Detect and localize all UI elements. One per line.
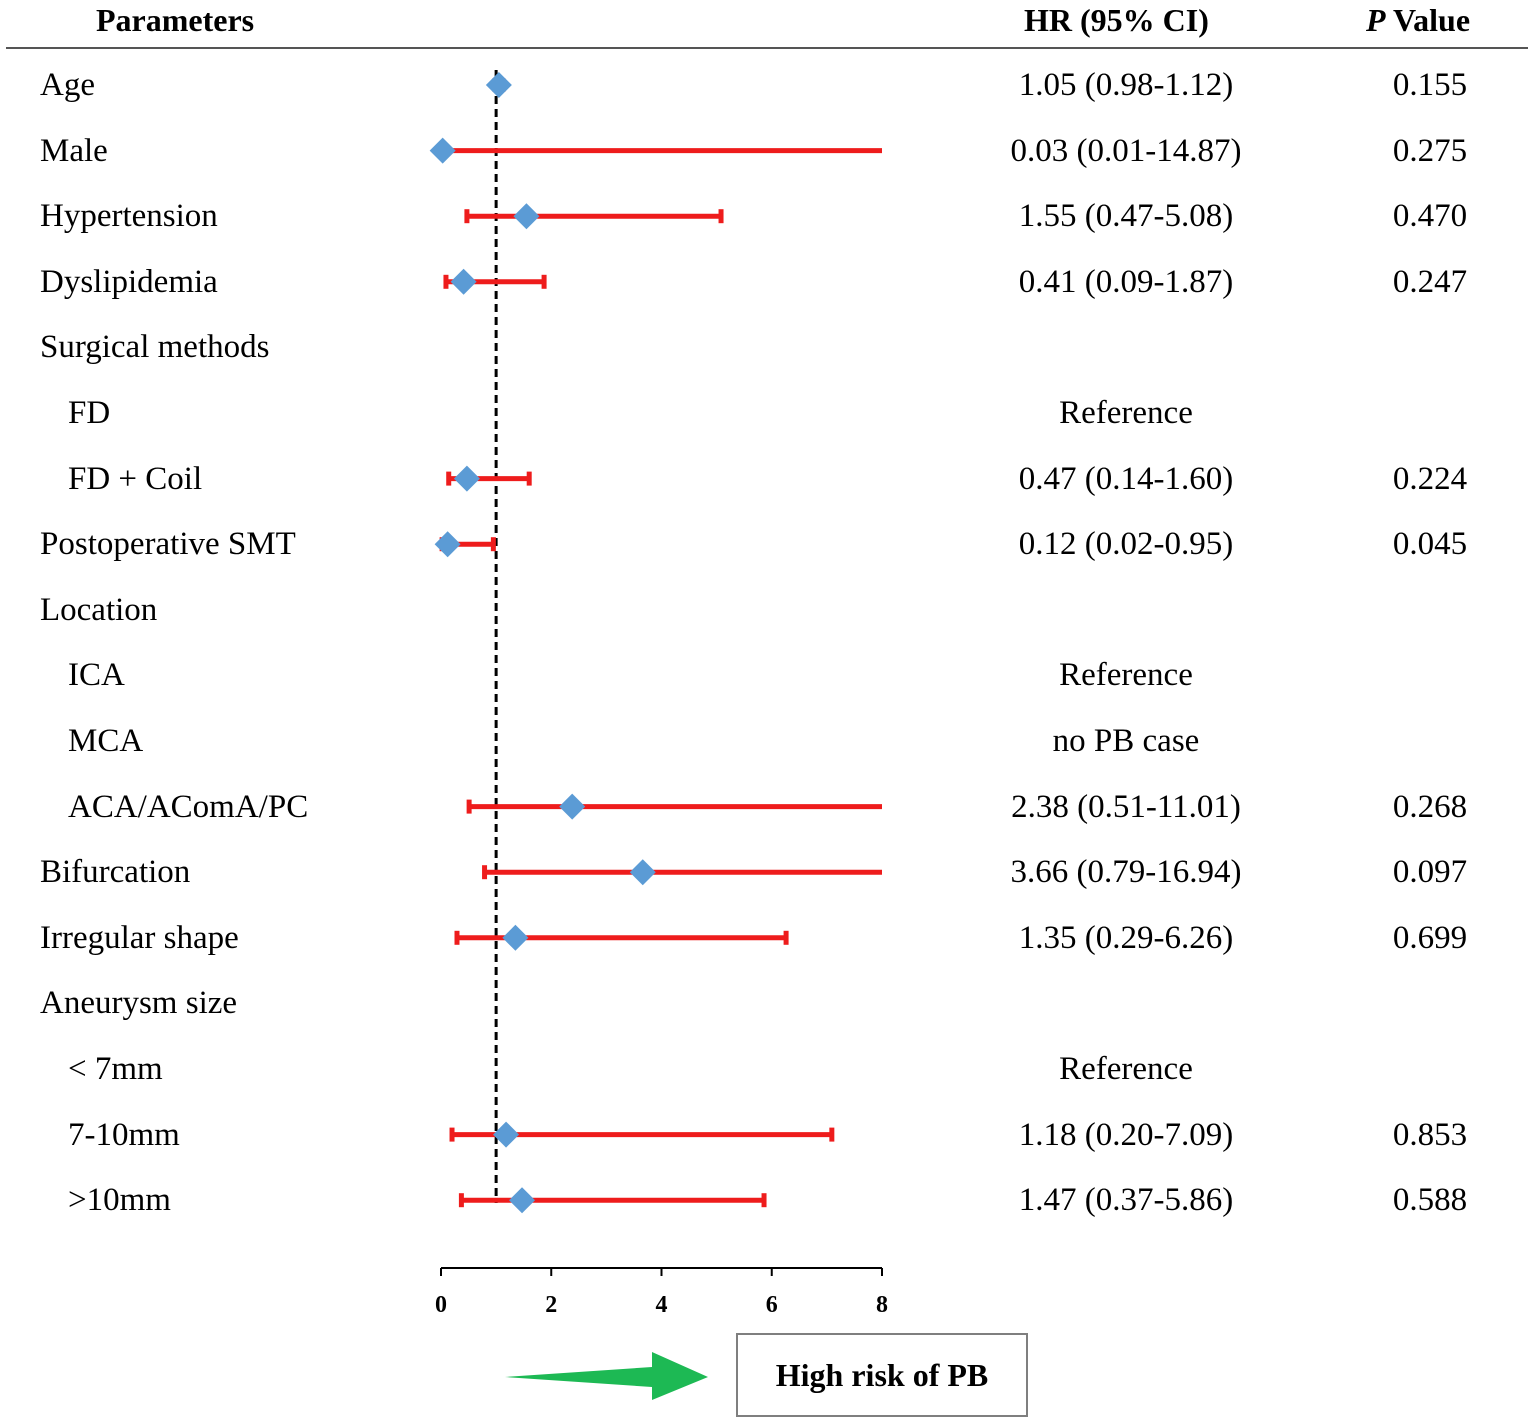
- row-label: Irregular shape: [40, 919, 239, 956]
- row-hr-ci: Reference: [1059, 1051, 1193, 1087]
- hr-diamond-marker: [453, 465, 480, 492]
- row-hr-ci: 1.35 (0.29-6.26): [1018, 919, 1234, 956]
- x-axis-tick-label: 6: [766, 1292, 778, 1318]
- hr-diamond-marker: [629, 859, 656, 886]
- row-p-value: 0.588: [1392, 1182, 1468, 1219]
- row-p-value: 0.699: [1392, 919, 1468, 956]
- row-hr-ci: Reference: [1059, 395, 1193, 431]
- row-hr-ci: 1.18 (0.20-7.09): [1018, 1116, 1234, 1153]
- row-hr-ci: 3.66 (0.79-16.94): [1010, 854, 1242, 891]
- row-label: Location: [40, 591, 158, 628]
- row-label: FD + Coil: [68, 460, 203, 497]
- row-hr-ci: Reference: [1059, 657, 1193, 694]
- hr-diamond-marker: [513, 203, 540, 230]
- row-p-value: 0.853: [1392, 1116, 1468, 1153]
- row-p-value: 0.247: [1392, 263, 1468, 300]
- row-hr-ci: 0.41 (0.09-1.87): [1018, 263, 1234, 300]
- row-hr-ci: 1.55 (0.47-5.08): [1018, 198, 1234, 235]
- row-hr-ci: 0.12 (0.02-0.95): [1018, 526, 1234, 563]
- row-hr-ci: no PB case: [1052, 723, 1200, 759]
- high-risk-label: High risk of PB: [775, 1356, 989, 1393]
- row-p-value: 0.224: [1392, 460, 1468, 497]
- hr-diamond-marker: [485, 72, 512, 98]
- hr-diamond-marker: [450, 268, 477, 295]
- p-value-header: P Value: [1366, 0, 1470, 40]
- x-axis-tick-label: 2: [545, 1292, 557, 1318]
- row-p-value: 0.045: [1392, 526, 1468, 563]
- high-risk-arrow: [505, 1352, 708, 1400]
- row-p-value: 0.275: [1392, 132, 1468, 169]
- row-label: MCA: [68, 723, 144, 759]
- row-label: FD: [68, 395, 111, 431]
- row-p-value: 0.470: [1392, 198, 1468, 235]
- row-label: Aneurysm size: [40, 985, 238, 1022]
- row-hr-ci: 0.47 (0.14-1.60): [1018, 460, 1234, 497]
- p-value-header-rest: Value: [1385, 2, 1471, 38]
- row-label: Age: [40, 67, 95, 103]
- row-hr-ci: 1.05 (0.98-1.12): [1018, 67, 1234, 103]
- x-axis-tick-label: 8: [876, 1292, 888, 1318]
- row-label: Postoperative SMT: [40, 526, 296, 563]
- hr-diamond-marker: [429, 137, 456, 164]
- hr-diamond-marker: [559, 793, 586, 820]
- hr-diamond-marker: [434, 531, 461, 558]
- hr-ci-header: HR (95% CI): [1024, 2, 1209, 38]
- row-hr-ci: 1.47 (0.37-5.86): [1018, 1182, 1234, 1219]
- row-label: >10mm: [68, 1182, 171, 1219]
- hr-diamond-marker: [502, 924, 529, 951]
- row-label: ACA/AComA/PC: [68, 788, 309, 825]
- row-p-value: 0.268: [1392, 788, 1468, 825]
- x-axis-tick-label: 0: [435, 1292, 447, 1318]
- hr-diamond-marker: [493, 1121, 520, 1148]
- row-label: Bifurcation: [40, 854, 191, 891]
- row-p-value: 0.097: [1392, 854, 1468, 891]
- parameters-header: Parameters: [96, 2, 255, 38]
- row-label: < 7mm: [68, 1051, 163, 1087]
- row-label: Male: [40, 132, 108, 169]
- row-label: Hypertension: [40, 198, 218, 235]
- header-rule: [6, 47, 1528, 49]
- row-label: 7-10mm: [68, 1116, 180, 1153]
- row-label: Surgical methods: [40, 329, 270, 366]
- hr-diamond-marker: [509, 1187, 536, 1214]
- row-hr-ci: 2.38 (0.51-11.01): [1011, 788, 1241, 825]
- x-axis-tick-label: 4: [656, 1292, 668, 1318]
- row-hr-ci: 0.03 (0.01-14.87): [1010, 132, 1242, 169]
- high-risk-box: High risk of PB: [736, 1333, 1028, 1417]
- row-label: ICA: [68, 657, 125, 694]
- row-p-value: 0.155: [1392, 67, 1468, 103]
- p-value-header-p: P: [1366, 2, 1386, 38]
- row-label: Dyslipidemia: [40, 263, 218, 300]
